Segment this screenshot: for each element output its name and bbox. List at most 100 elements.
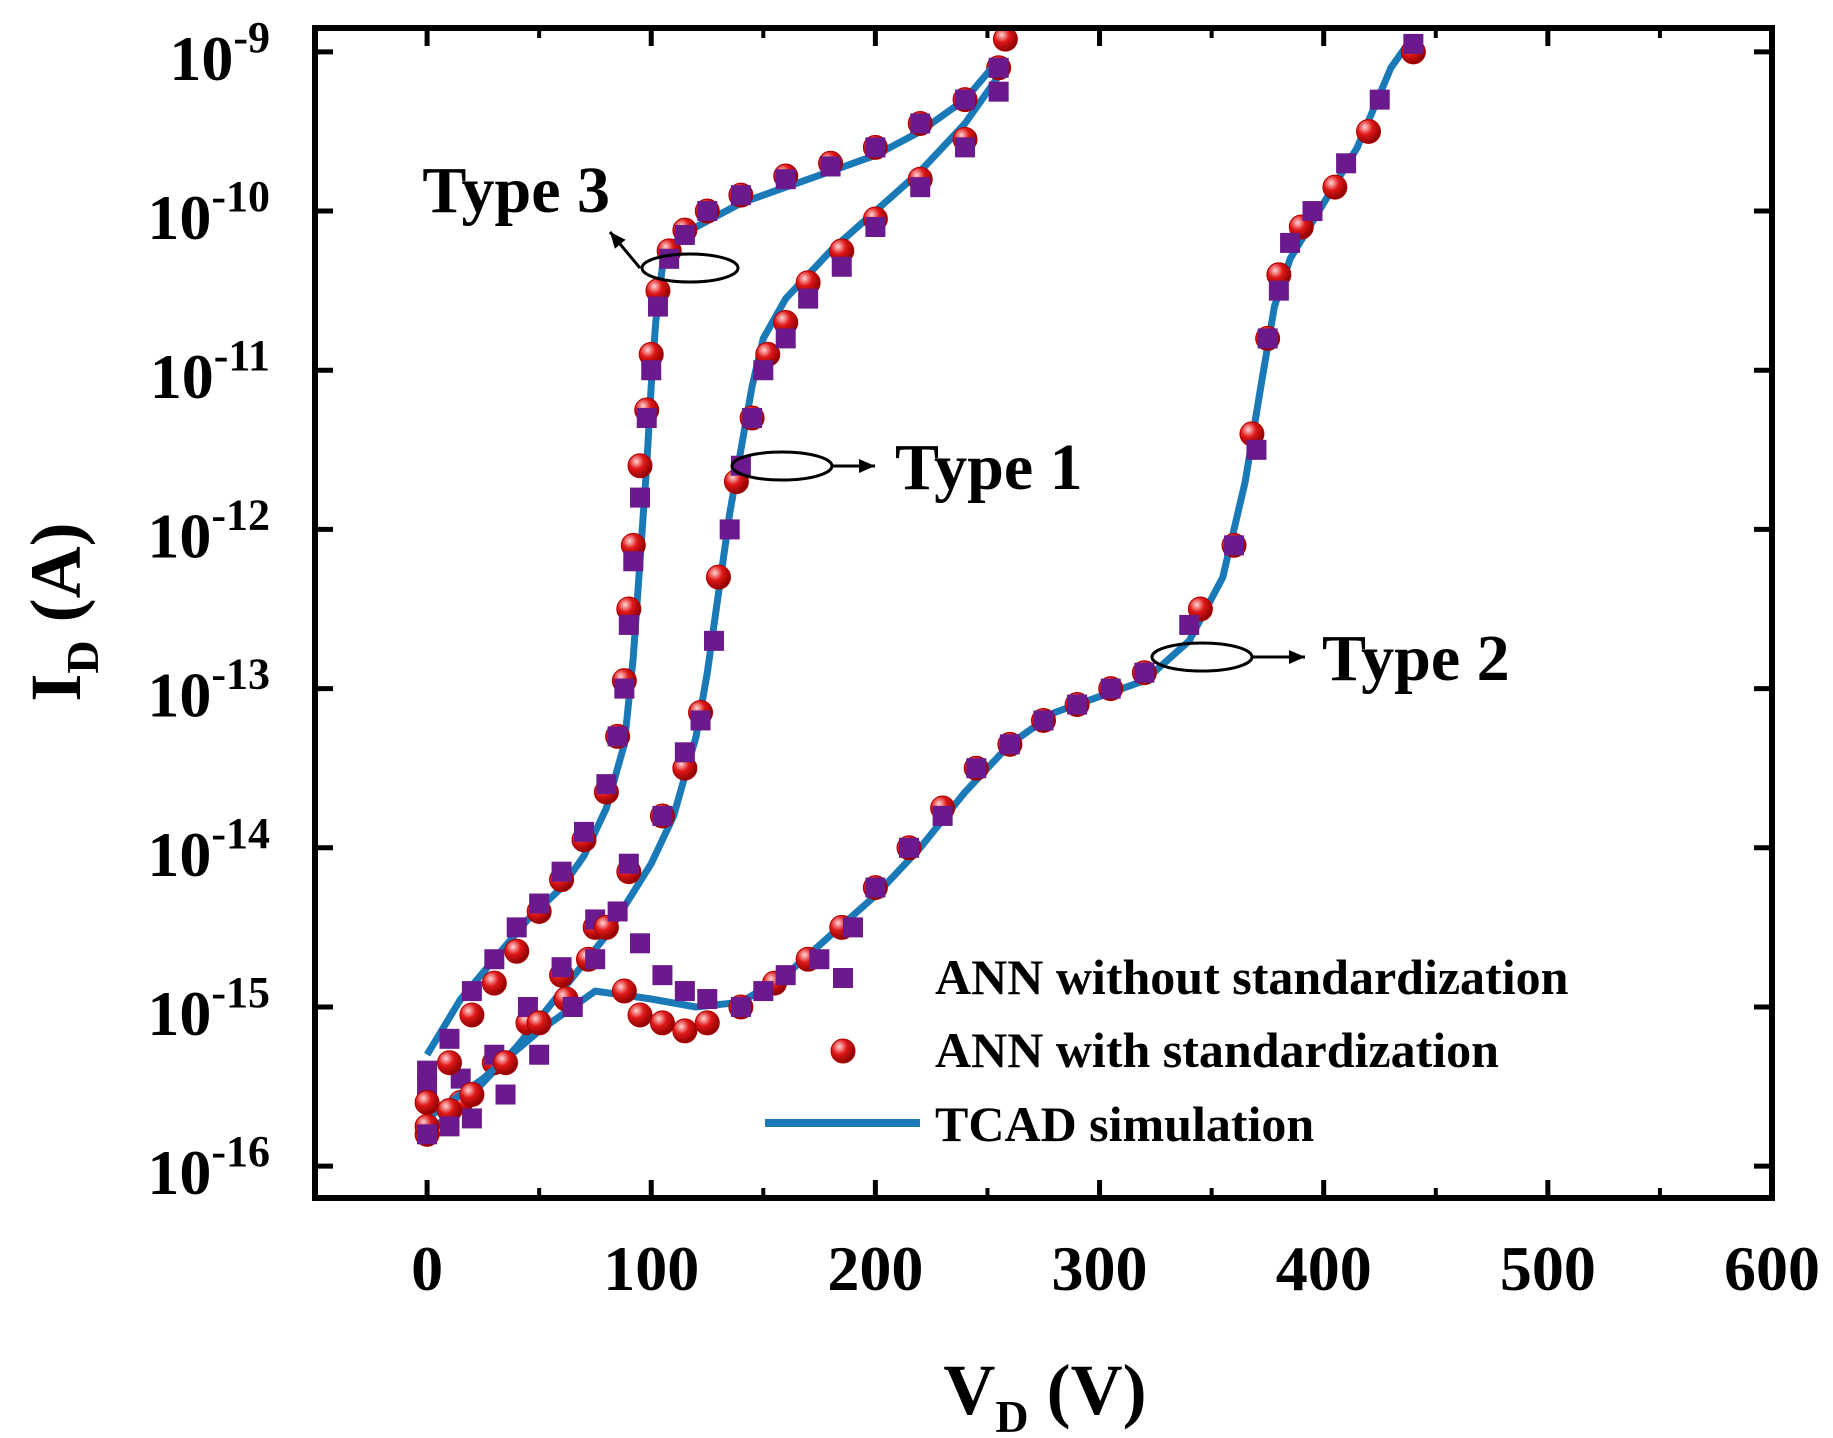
ann-without-point <box>775 328 796 349</box>
legend-label: ANN with standardization <box>935 1022 1499 1078</box>
legend-marker-square <box>833 968 853 988</box>
ann-without-point <box>719 519 740 540</box>
ann-without-point <box>461 1108 482 1129</box>
ann-without-point <box>517 996 538 1017</box>
ticks-layer: 0 100 200 300 400 500 600 10-16 10-15 10-14 10-13 1… <box>147 13 1820 1304</box>
series-layer <box>414 26 1426 1147</box>
tcad-line <box>424 73 1002 1137</box>
annotation-arrow-head <box>610 232 626 249</box>
annotation-type-1: Type 1 <box>730 431 1083 504</box>
ann-without-point <box>1336 153 1357 174</box>
ann-with-point <box>627 1002 653 1028</box>
ann-without-point <box>899 837 920 858</box>
ann-without-point <box>674 981 695 1002</box>
ann-without-point <box>495 1084 516 1105</box>
ann-without-point <box>955 89 976 110</box>
ann-without-point <box>439 1116 460 1137</box>
ann-without-point <box>809 949 830 970</box>
y-axis-title: ID (A) <box>16 522 108 701</box>
ann-with-point <box>611 978 637 1004</box>
y-tick-label: 10-12 <box>147 490 270 571</box>
ann-without-point <box>674 224 695 245</box>
legend-marker-circle <box>830 1038 856 1064</box>
ann-without-point <box>1224 535 1245 556</box>
ann-without-point <box>1100 678 1121 699</box>
y-tick-label: 10-16 <box>147 1127 270 1208</box>
ann-without-point <box>618 853 639 874</box>
y-tick-label: 10-15 <box>147 968 270 1049</box>
ann-without-point <box>562 996 583 1017</box>
ann-without-point <box>798 288 819 309</box>
ann-with-point <box>436 1050 462 1076</box>
ann-without-point <box>417 1060 438 1081</box>
legend-item-ann_without: ANN without standardization <box>833 949 1569 1005</box>
ann-without-point <box>1280 232 1301 253</box>
y-tick-label: 10-10 <box>147 172 270 253</box>
x-tick-label: 300 <box>1052 1233 1148 1304</box>
ann-with-point <box>526 1010 552 1036</box>
ann-without-point <box>607 726 628 747</box>
ann-without-point <box>573 821 594 842</box>
ann-without-point <box>775 169 796 190</box>
ann-without-point <box>831 256 852 277</box>
ann-without-point <box>1179 614 1200 635</box>
ann-without-point <box>865 137 886 158</box>
ann-without-point <box>417 1124 438 1145</box>
ann-without-point <box>730 996 751 1017</box>
ann-with-point <box>1322 174 1348 200</box>
annotation-label: Type 2 <box>1322 622 1510 695</box>
ann-without-point <box>1268 280 1289 301</box>
legend-item-ann_with: ANN with standardization <box>830 1022 1499 1078</box>
y-tick-label: 10-13 <box>147 650 270 731</box>
ann-without-point <box>607 901 628 922</box>
annotation-label: Type 1 <box>895 431 1083 504</box>
tcad-line <box>424 57 1002 1057</box>
ann-without-point <box>647 296 668 317</box>
series-3 <box>414 26 1018 1115</box>
ann-with-point <box>649 1010 675 1036</box>
axis-titles: VD (V) ID (A) <box>16 522 1147 1438</box>
ann-with-point <box>493 1050 519 1076</box>
ann-without-point <box>910 177 931 198</box>
y-tick-label: 10-14 <box>147 809 270 890</box>
annot-layer: Type 3 Type 1 Type 2 <box>422 154 1509 695</box>
annotation-arrow-head <box>859 459 875 473</box>
ann-without-point <box>730 185 751 206</box>
annotation-label: Type 3 <box>422 154 610 227</box>
series-2 <box>414 33 1426 1145</box>
ann-with-point <box>672 1018 698 1044</box>
ann-with-point <box>459 1082 485 1108</box>
ann-without-point <box>659 248 680 269</box>
ann-without-point <box>596 774 617 795</box>
ann-without-point <box>652 965 673 986</box>
ann-with-point <box>694 1010 720 1036</box>
plot-frame <box>312 25 1775 1201</box>
x-tick-label: 200 <box>827 1233 923 1304</box>
ann-without-point <box>865 877 886 898</box>
x-tick-label: 100 <box>603 1233 699 1304</box>
ann-without-point <box>439 1028 460 1049</box>
x-tick-label: 500 <box>1500 1233 1596 1304</box>
ann-without-point <box>697 989 718 1010</box>
ann-without-point <box>842 917 863 938</box>
ann-without-point <box>697 201 718 222</box>
ann-without-point <box>932 805 953 826</box>
ann-without-point <box>529 893 550 914</box>
legend-label: ANN without standardization <box>935 949 1569 1005</box>
ann-without-point <box>450 1068 471 1089</box>
ann-without-point <box>618 614 639 635</box>
ann-without-point <box>988 81 1009 102</box>
ann-without-point <box>865 216 886 237</box>
ann-without-point <box>966 758 987 779</box>
ann-without-point <box>1302 201 1323 222</box>
ann-without-point <box>630 933 651 954</box>
legend: ANN without standardization ANN with stan… <box>765 949 1569 1152</box>
ann-without-point <box>551 861 572 882</box>
ann-without-point <box>988 57 1009 78</box>
ann-with-point <box>705 564 731 590</box>
ann-without-point <box>484 949 505 970</box>
ann-without-point <box>506 917 527 938</box>
ann-without-point <box>1246 439 1267 460</box>
ann-without-point <box>1257 328 1278 349</box>
